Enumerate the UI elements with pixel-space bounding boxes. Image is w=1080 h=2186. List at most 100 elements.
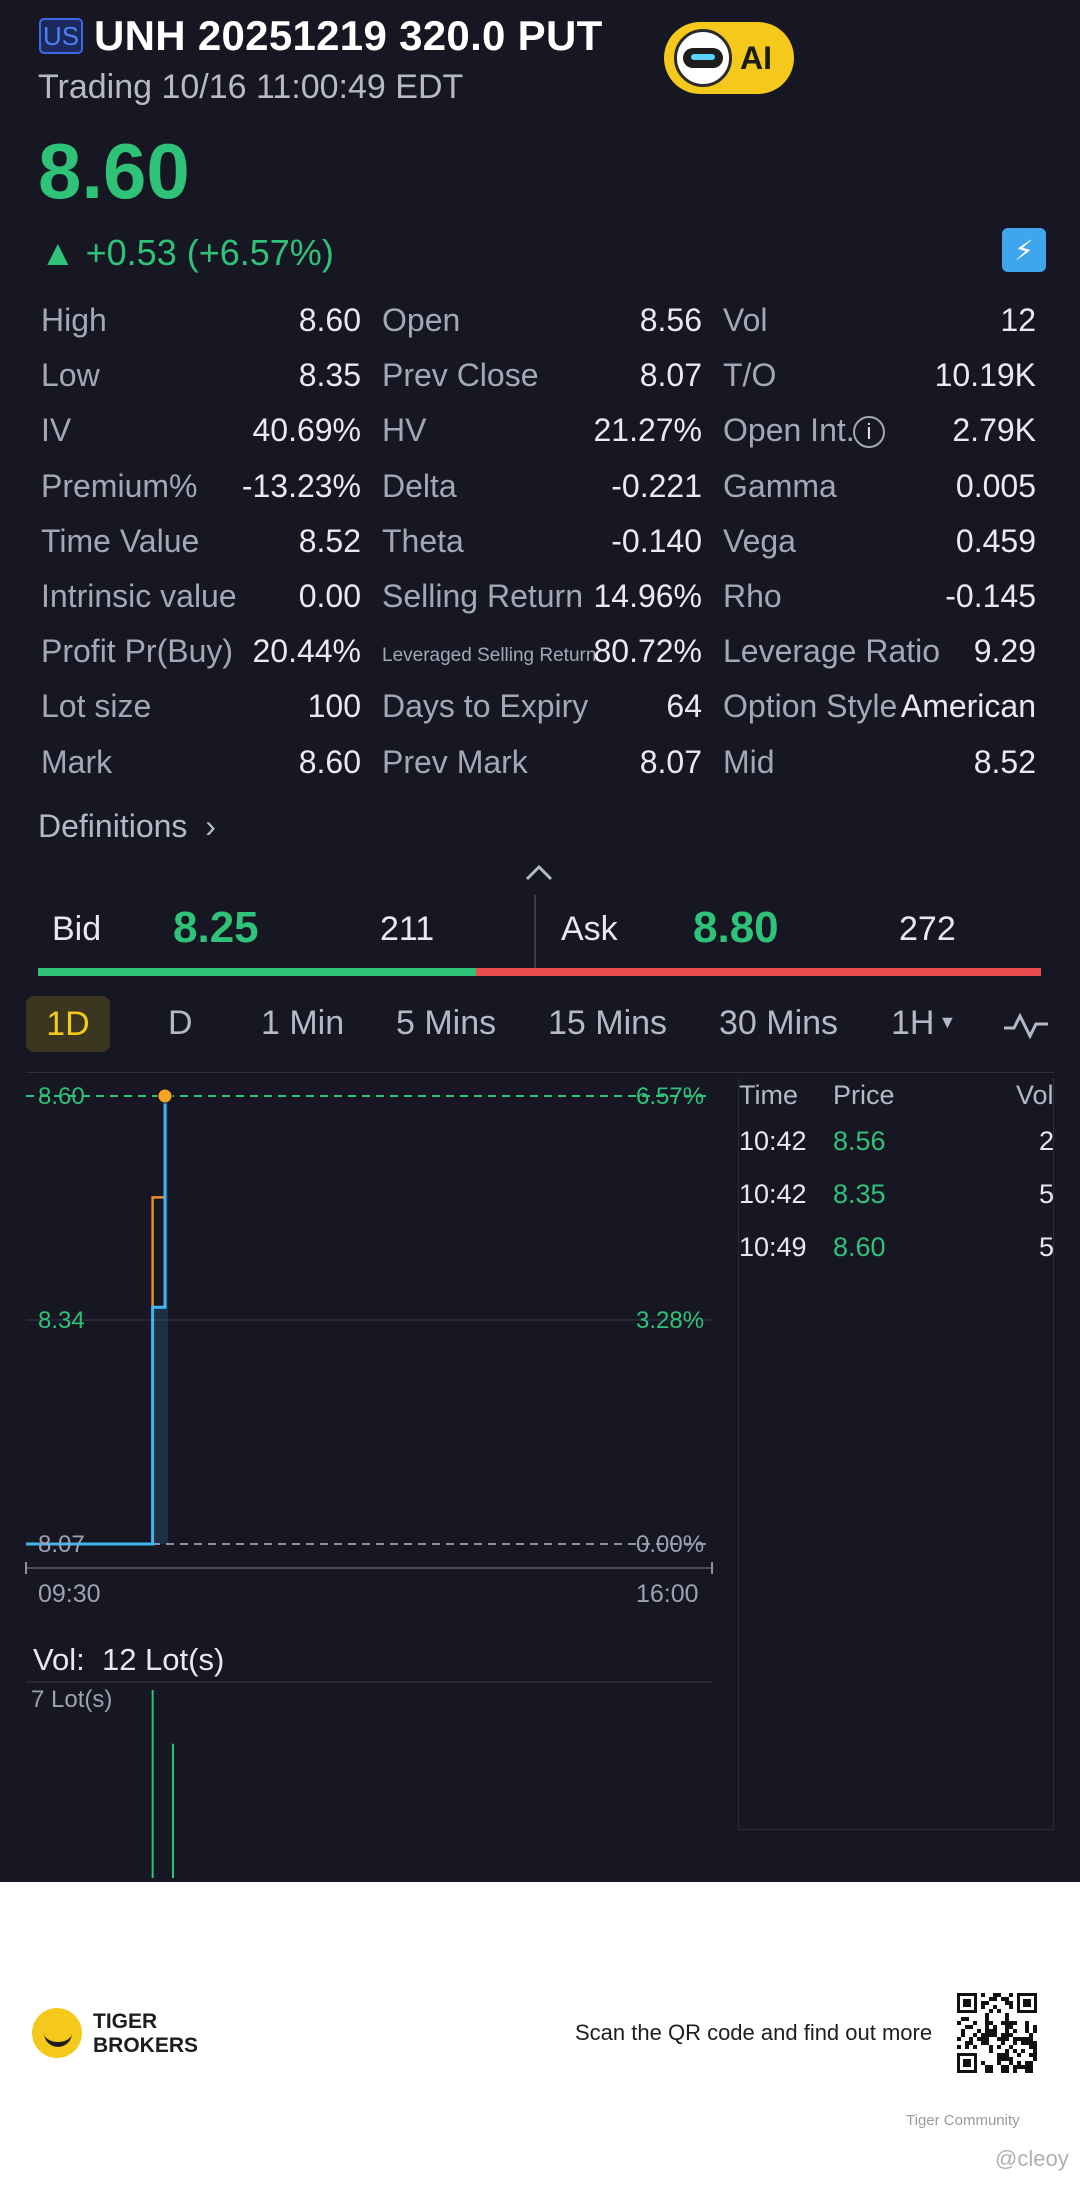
y-axis-label-bottom: 8.07 [38, 1531, 85, 1558]
intraday-chart[interactable] [0, 1080, 730, 1882]
stat-value: 8.52 [298, 523, 361, 559]
volume-total: 12 Lot(s) [101, 1642, 225, 1677]
stat-value: 0.00 [298, 578, 361, 614]
stat-value: -0.145 [945, 578, 1036, 614]
tab-1-min[interactable]: 1 Min [261, 1004, 345, 1042]
bid-size: 211 [380, 910, 435, 948]
stat-value: 80.72% [593, 633, 702, 669]
ai-label: AI [740, 39, 772, 76]
last-price-dot [157, 1088, 173, 1104]
stat-label: Open [382, 302, 461, 338]
brand-line-1: TIGER [93, 2010, 158, 2033]
ai-assistant-button[interactable]: AI [664, 22, 794, 94]
tab-5-mins[interactable]: 5 Mins [396, 1004, 497, 1042]
indicator-wave-icon[interactable] [1002, 1010, 1050, 1042]
brand-name: TIGER BROKERS [93, 2010, 198, 2058]
stat-label: Intrinsic value [41, 578, 237, 614]
stat-value: 64 [666, 688, 702, 724]
bid-ask-divider [534, 895, 536, 973]
bid-price: 8.25 [173, 903, 259, 952]
stat-value: 9.29 [973, 633, 1036, 669]
qr-code [957, 1993, 1037, 2073]
stat-value: 14.96% [593, 578, 702, 614]
volume-label: Vol: [33, 1642, 85, 1677]
stat-label: Profit Pr(Buy) [41, 633, 234, 669]
ask-label: Ask [561, 910, 618, 948]
stat-label: Leveraged Selling Return [382, 645, 597, 666]
stat-label: T/O [723, 357, 777, 393]
stat-label: IV [41, 412, 72, 448]
tab-30-mins[interactable]: 30 Mins [719, 1004, 839, 1042]
tab-15-mins[interactable]: 15 Mins [548, 1004, 668, 1042]
stat-value: 8.56 [639, 302, 702, 338]
stat-label: Prev Close [382, 357, 539, 393]
ask-price: 8.80 [693, 903, 779, 952]
info-icon[interactable]: i [853, 416, 885, 448]
ask-volume-bar [476, 968, 1041, 976]
price-line [26, 1096, 167, 1546]
trade-vol: 5 [1038, 1232, 1054, 1262]
tab-1h[interactable]: 1H ▼ [891, 1004, 956, 1043]
tab-1h-label: 1H [891, 1004, 935, 1042]
trading-status: Trading 10/16 11:00:49 EDT [38, 68, 464, 106]
stat-label: Premium% [41, 468, 198, 504]
stat-value: 8.52 [973, 744, 1036, 780]
robot-mascot-icon [674, 29, 732, 87]
stat-label: Low [41, 357, 100, 393]
stat-label: Option Style [723, 688, 898, 724]
stat-label: Mark [41, 744, 113, 780]
trade-price: 8.60 [833, 1232, 886, 1262]
stat-value: 100 [307, 688, 361, 724]
trade-time: 10:49 [739, 1232, 807, 1262]
stat-label: Mid [723, 744, 775, 780]
y-axis-label-top: 8.60 [38, 1083, 85, 1110]
caret-down-icon: ▼ [938, 1012, 957, 1032]
stat-label: Leverage Ratio [723, 633, 941, 669]
trades-header-vol: Vol [1016, 1080, 1054, 1110]
stat-value: 0.459 [955, 523, 1036, 559]
stat-label: High [41, 302, 107, 338]
pct-axis-label-mid: 3.28% [636, 1307, 705, 1334]
lightning-icon[interactable]: ⚡ [1002, 228, 1046, 272]
pct-axis-label-bottom: 0.00% [636, 1531, 705, 1558]
stat-label: Time Value [41, 523, 200, 559]
stat-value: 12 [1000, 302, 1036, 338]
stat-label: Lot size [41, 688, 152, 724]
trade-price: 8.56 [833, 1126, 886, 1156]
stat-label: HV [382, 412, 427, 448]
stat-value: 0.005 [955, 468, 1036, 504]
stat-label: Theta [382, 523, 464, 559]
last-price: 8.60 [38, 127, 190, 215]
trade-vol: 5 [1038, 1179, 1054, 1209]
page-title: UNH 20251219 320.0 PUT [94, 12, 603, 59]
stat-value: American [900, 688, 1036, 724]
bid-label: Bid [52, 910, 102, 948]
chevron-right-icon: › [205, 808, 216, 844]
x-axis-label-close: 16:00 [636, 1580, 699, 1608]
stat-label: Gamma [723, 468, 837, 504]
stat-value: 2.79K [952, 412, 1036, 448]
bid-volume-bar [38, 968, 476, 976]
tab-1d[interactable]: 1D [26, 996, 110, 1052]
stat-label: Open Int. [723, 412, 855, 448]
y-axis-label-mid: 8.34 [38, 1307, 85, 1334]
stat-label: Prev Mark [382, 744, 528, 780]
stat-value: 8.35 [298, 357, 361, 393]
stat-value: 40.69% [252, 412, 361, 448]
trades-header-time: Time [739, 1080, 798, 1110]
stat-label: Vega [723, 523, 796, 559]
community-watermark: Tiger Community [906, 2112, 1020, 2129]
stat-value: 20.44% [252, 633, 361, 669]
definitions-link[interactable]: Definitions › [38, 808, 216, 845]
trades-panel[interactable] [738, 1078, 1054, 1830]
tab-day[interactable]: D [168, 1004, 193, 1042]
scan-prompt: Scan the QR code and find out more [575, 2020, 933, 2045]
trade-price: 8.35 [833, 1179, 886, 1209]
tabs-divider [26, 1072, 1054, 1073]
stat-label: Delta [382, 468, 457, 504]
user-handle-watermark: @cleoy [995, 2146, 1069, 2171]
chevron-up-icon[interactable] [524, 862, 554, 882]
definitions-label: Definitions [38, 808, 188, 844]
x-axis-label-open: 09:30 [38, 1580, 101, 1608]
stat-label: Vol [723, 302, 768, 338]
